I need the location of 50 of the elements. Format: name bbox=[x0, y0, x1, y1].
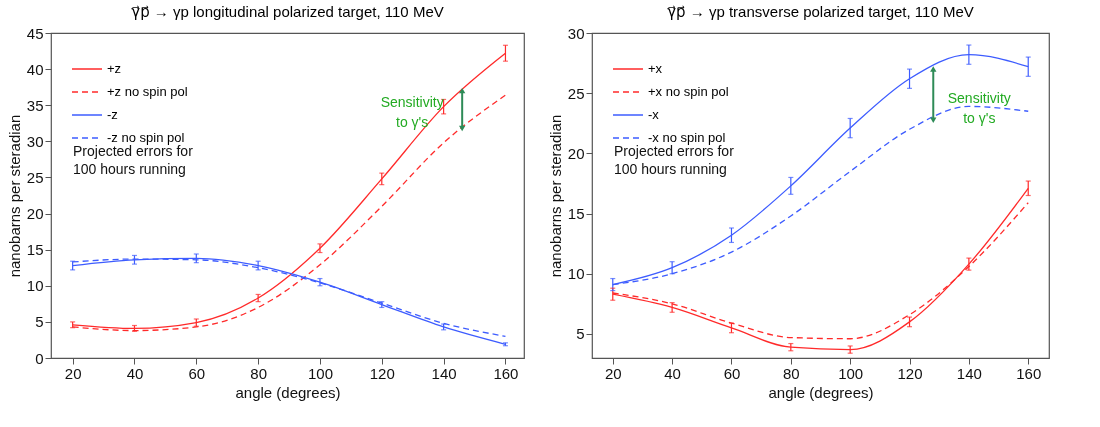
chart-title: γ⃗p⃗ → γp longitudinal polarized target, 110 MeV bbox=[131, 3, 444, 20]
y-tick-label: 15 bbox=[26, 241, 44, 259]
y-tick-label: 5 bbox=[576, 325, 585, 343]
y-tick-label: 10 bbox=[26, 277, 44, 295]
x-tick-label: 140 bbox=[431, 364, 457, 382]
legend-label: -x no spin pol bbox=[648, 130, 726, 145]
x-tick-label: 80 bbox=[782, 364, 800, 382]
x-axis-title: angle (degrees) bbox=[768, 383, 874, 401]
x-tick-label: 120 bbox=[897, 364, 923, 382]
y-tick-label: 5 bbox=[35, 313, 44, 331]
legend-label: -z no spin pol bbox=[107, 130, 185, 145]
annotation: Projected errors for 100 hours running bbox=[614, 143, 735, 177]
y-tick-label: 15 bbox=[567, 205, 585, 223]
legend-label: +z no spin pol bbox=[107, 84, 188, 99]
y-axis-title: nanobarns per steradian bbox=[5, 114, 23, 278]
legend-label: +x no spin pol bbox=[648, 84, 729, 99]
legend-label: +x bbox=[648, 61, 663, 76]
y-tick-label: 25 bbox=[567, 84, 585, 102]
x-tick-label: 40 bbox=[126, 364, 144, 382]
legend-label: -x bbox=[648, 107, 660, 122]
x-tick-label: 160 bbox=[493, 364, 519, 382]
chart-title: γ⃗p⃗ → γp transverse polarized target, 110 MeV bbox=[667, 3, 974, 20]
x-tick-label: 100 bbox=[307, 364, 333, 382]
y-tick-label: 0 bbox=[35, 349, 44, 367]
y-tick-label: 25 bbox=[26, 168, 44, 186]
x-tick-label: 60 bbox=[723, 364, 741, 382]
y-axis-title: nanobarns per steradian bbox=[546, 114, 564, 278]
y-tick-label: 45 bbox=[26, 24, 44, 42]
x-tick-label: 20 bbox=[64, 364, 82, 382]
x-tick-label: 100 bbox=[838, 364, 864, 382]
x-tick-label: 60 bbox=[188, 364, 206, 382]
y-tick-label: 40 bbox=[26, 60, 44, 78]
annotation: Sensitivity to γ's bbox=[380, 93, 444, 130]
y-tick-label: 20 bbox=[567, 144, 585, 162]
x-tick-label: 160 bbox=[1016, 364, 1042, 382]
legend-label: +z bbox=[107, 61, 122, 76]
annotation: Projected errors for 100 hours running bbox=[73, 143, 194, 177]
y-tick-label: 30 bbox=[26, 132, 44, 150]
y-tick-label: 10 bbox=[567, 265, 585, 283]
x-tick-label: 20 bbox=[604, 364, 622, 382]
x-tick-label: 140 bbox=[956, 364, 982, 382]
x-tick-label: 120 bbox=[369, 364, 395, 382]
x-axis-title: angle (degrees) bbox=[235, 383, 341, 401]
x-tick-label: 40 bbox=[664, 364, 681, 382]
annotation: Sensitivity to γ's bbox=[947, 90, 1011, 127]
legend-label: -z bbox=[107, 107, 118, 122]
y-tick-label: 35 bbox=[26, 96, 44, 114]
y-tick-label: 20 bbox=[26, 205, 44, 223]
x-tick-label: 80 bbox=[250, 364, 267, 382]
y-tick-label: 30 bbox=[567, 24, 585, 42]
